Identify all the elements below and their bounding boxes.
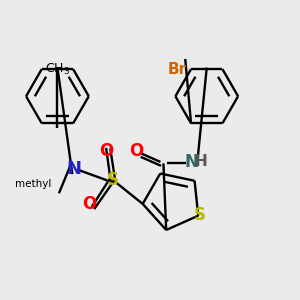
Text: Br: Br bbox=[167, 62, 186, 77]
Text: H: H bbox=[194, 154, 207, 169]
Text: N: N bbox=[185, 153, 199, 171]
Text: methyl: methyl bbox=[15, 179, 52, 189]
Text: S: S bbox=[107, 171, 119, 189]
Text: O: O bbox=[100, 142, 114, 160]
Text: S: S bbox=[194, 206, 206, 224]
Text: N: N bbox=[66, 160, 81, 178]
Text: O: O bbox=[82, 195, 96, 213]
Text: CH$_3$: CH$_3$ bbox=[45, 62, 70, 77]
Text: O: O bbox=[129, 142, 144, 160]
